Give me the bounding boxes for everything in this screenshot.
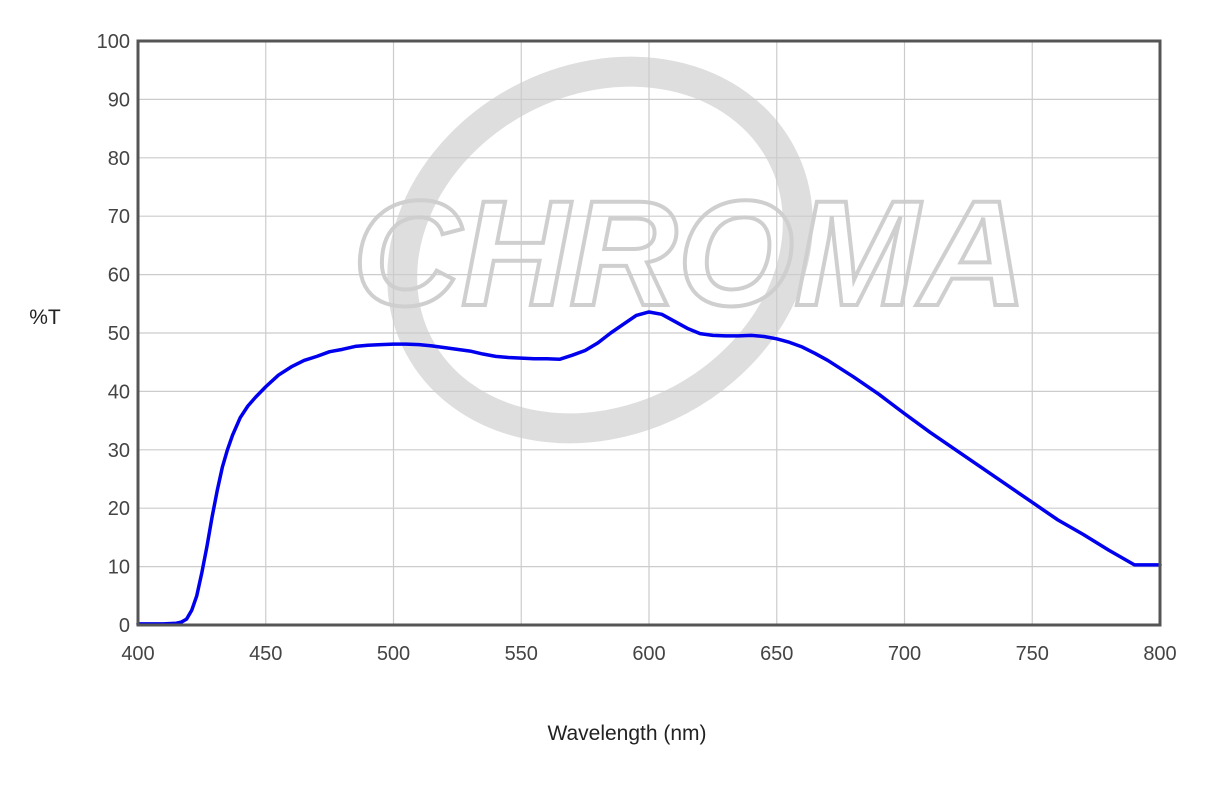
- y-tick-label: 10: [108, 557, 130, 579]
- x-tick-label: 600: [632, 643, 665, 665]
- x-tick-label: 400: [121, 643, 154, 665]
- grid: [138, 41, 1160, 625]
- x-axis-title: Wavelength (nm): [547, 722, 706, 745]
- y-tick-label: 60: [108, 265, 130, 287]
- x-tick-label: 450: [249, 643, 282, 665]
- watermark-logo-text: CHROMA: [353, 169, 1028, 337]
- y-tick-label: 20: [108, 498, 130, 520]
- x-axis: 400 450 500 550 600 650 700 750 800: [121, 643, 1176, 665]
- y-axis-title: %T: [29, 306, 61, 329]
- y-tick-label: 80: [108, 148, 130, 170]
- x-tick-label: 500: [377, 643, 410, 665]
- y-tick-label: 100: [97, 31, 130, 53]
- transmission-series-line: [136, 310, 1162, 626]
- watermark: CHROMA: [351, 56, 1029, 444]
- x-tick-label: 800: [1143, 643, 1176, 665]
- y-tick-label: 40: [108, 381, 130, 403]
- x-tick-label: 650: [760, 643, 793, 665]
- y-tick-label: 90: [108, 89, 130, 111]
- y-tick-label: 30: [108, 440, 130, 462]
- x-tick-label: 750: [1016, 643, 1049, 665]
- y-tick-label: 0: [119, 615, 130, 637]
- plot-frame: [136, 39, 1162, 627]
- x-tick-label: 550: [505, 643, 538, 665]
- series-layer: [136, 310, 1162, 626]
- x-tick-label: 700: [888, 643, 921, 665]
- y-tick-label: 50: [108, 323, 130, 345]
- y-tick-label: 70: [108, 206, 130, 228]
- y-axis: 0 10 20 30 40 50 60 70 80 90 100: [97, 31, 130, 637]
